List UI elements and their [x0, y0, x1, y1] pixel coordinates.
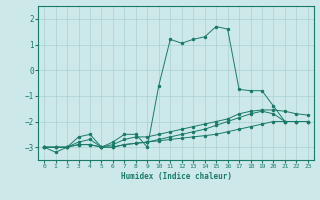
X-axis label: Humidex (Indice chaleur): Humidex (Indice chaleur) [121, 172, 231, 181]
